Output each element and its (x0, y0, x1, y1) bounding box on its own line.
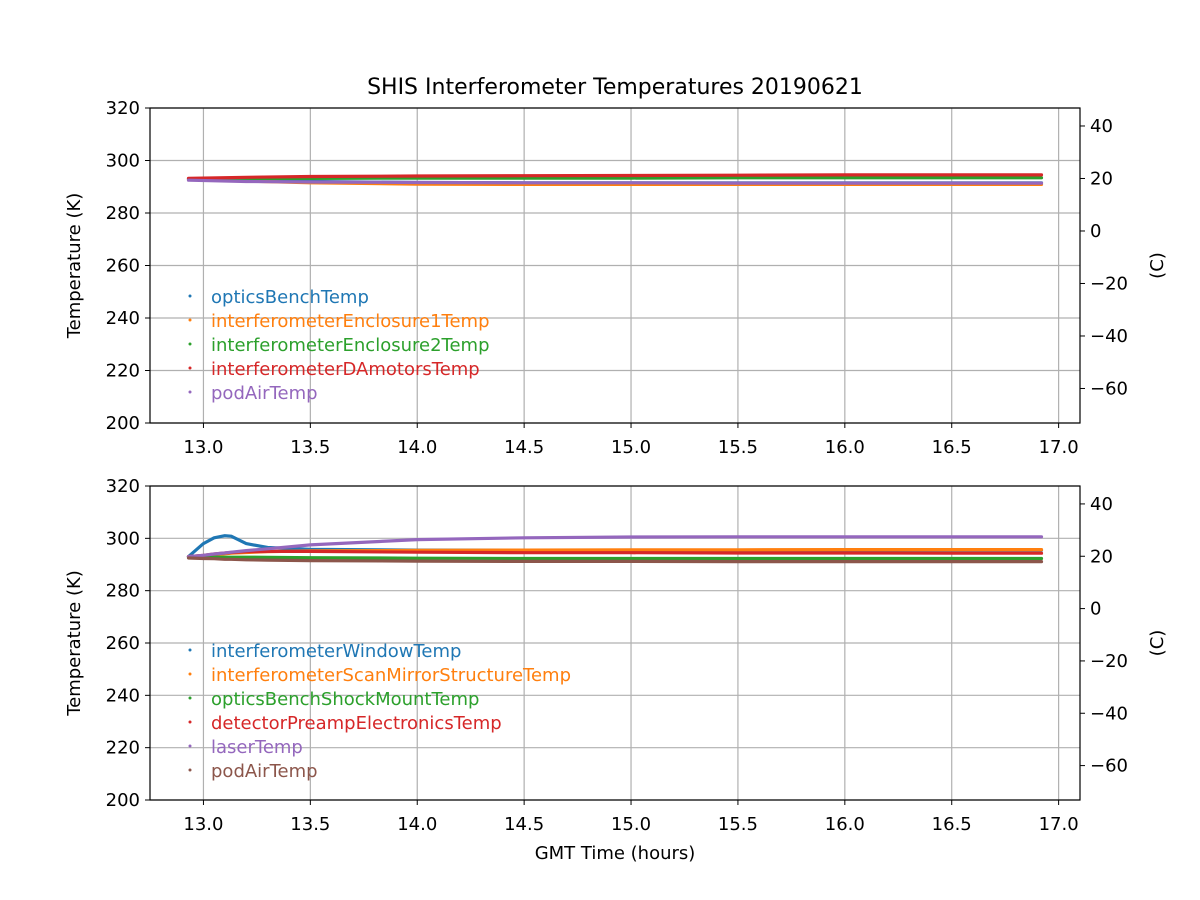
top-y2-tick-label: −60 (1090, 378, 1128, 399)
legend-label: interferometerEnclosure1Temp (211, 311, 490, 332)
legend-label: podAirTemp (211, 761, 318, 782)
series-line-laserTemp (186, 535, 1044, 559)
legend-marker (188, 672, 192, 676)
bottom-y-tick-label: 260 (106, 633, 140, 654)
bottom-y2-tick-label: 0 (1090, 599, 1101, 620)
chart-title: SHIS Interferometer Temperatures 2019062… (367, 75, 863, 100)
top-y2-tick-label: 40 (1090, 116, 1113, 137)
series-line-opticsBenchShockMountTemp (186, 555, 1044, 561)
legend-label: detectorPreampElectronicsTemp (211, 713, 502, 734)
bottom-y-ticks: 200 220 240 260 280 300 320 (106, 476, 150, 811)
legend-marker (188, 366, 192, 370)
top-y-tick-label: 260 (106, 256, 140, 277)
top-y2-tick-label: −40 (1090, 326, 1128, 347)
legend-marker (188, 768, 192, 772)
legend-marker (188, 390, 192, 394)
top-legend: opticsBenchTemp interferometerEnclosure1T… (188, 287, 490, 404)
x-axis-label: GMT Time (hours) (535, 843, 696, 864)
bottom-y-axis-label: Temperature (K) (64, 570, 85, 717)
bottom-x-ticks: 13.0 13.5 14.0 14.5 15.0 15.5 16.0 16.5 17.0 (183, 800, 1079, 835)
top-x-tick-label: 13.5 (290, 437, 330, 458)
series-line-podAirTemp (186, 178, 1044, 185)
top-x-tick-label: 13.0 (183, 437, 223, 458)
bottom-y2-ticks: −60 −40 −20 0 20 40 (1080, 494, 1128, 777)
top-y-tick-label: 200 (106, 413, 140, 434)
top-x-tick-label: 15.0 (611, 437, 651, 458)
legend-label: opticsBenchTemp (211, 287, 369, 308)
top-y2-tick-label: 0 (1090, 221, 1101, 242)
top-y2-tick-label: 20 (1090, 168, 1113, 189)
series-line-interferometerDAmotorsTemp (186, 173, 1044, 180)
bottom-y2-tick-label: 20 (1090, 546, 1113, 567)
bottom-x-tick-label: 13.0 (183, 814, 223, 835)
bottom-series-lines (186, 534, 1044, 564)
top-y-tick-label: 240 (106, 308, 140, 329)
bottom-y-tick-label: 220 (106, 738, 140, 759)
top-x-ticks: 13.0 13.5 14.0 14.5 15.0 15.5 16.0 16.5 17.0 (183, 423, 1079, 458)
top-x-tick-label: 16.5 (932, 437, 972, 458)
bottom-x-tick-label: 17.0 (1039, 814, 1079, 835)
top-y-axis-label: Temperature (K) (64, 193, 85, 340)
legend-marker (188, 294, 192, 298)
legend-label: opticsBenchShockMountTemp (211, 689, 479, 710)
top-x-tick-label: 14.0 (397, 437, 437, 458)
top-x-tick-label: 17.0 (1039, 437, 1079, 458)
legend-label: interferometerDAmotorsTemp (211, 359, 480, 380)
bottom-y2-tick-label: −20 (1090, 651, 1128, 672)
bottom-y-tick-label: 280 (106, 581, 140, 602)
bottom-y-tick-label: 200 (106, 790, 140, 811)
bottom-y2-tick-label: −60 (1090, 756, 1128, 777)
bottom-x-tick-label: 15.5 (718, 814, 758, 835)
series-line-detectorPreampElectronicsTemp (186, 549, 1044, 559)
bottom-legend: interferometerWindowTemp interferometerSc… (188, 641, 571, 782)
bottom-x-tick-label: 14.5 (504, 814, 544, 835)
bottom-x-tick-label: 15.0 (611, 814, 651, 835)
legend-label: laserTemp (211, 737, 303, 758)
legend-marker (188, 342, 192, 346)
bottom-x-tick-label: 16.0 (825, 814, 865, 835)
bottom-x-tick-label: 14.0 (397, 814, 437, 835)
legend-marker (188, 648, 192, 652)
legend-marker (188, 720, 192, 724)
top-x-tick-label: 15.5 (718, 437, 758, 458)
bottom-y2-tick-label: −40 (1090, 703, 1128, 724)
legend-label: interferometerWindowTemp (211, 641, 461, 662)
bottom-plot-panel: 13.0 13.5 14.0 14.5 15.0 15.5 16.0 16.5 17.0 200… (64, 476, 1168, 864)
bottom-x-tick-label: 16.5 (932, 814, 972, 835)
legend-marker (188, 744, 192, 748)
top-plot-panel: SHIS Interferometer Temperatures 2019062… (64, 75, 1168, 458)
top-y-tick-label: 320 (106, 98, 140, 119)
top-y-tick-label: 220 (106, 361, 140, 382)
top-y-tick-label: 280 (106, 203, 140, 224)
legend-marker (188, 318, 192, 322)
bottom-y-tick-label: 240 (106, 685, 140, 706)
top-x-tick-label: 16.0 (825, 437, 865, 458)
bottom-y2-axis-label: (C) (1147, 630, 1168, 657)
top-y2-ticks: −60 −40 −20 0 20 40 (1080, 116, 1128, 399)
top-series-lines (186, 173, 1044, 186)
bottom-y2-tick-label: 40 (1090, 494, 1113, 515)
series-line-podAirTemp (186, 556, 1044, 564)
top-y-ticks: 200 220 240 260 280 300 320 (106, 98, 150, 434)
legend-label: interferometerScanMirrorStructureTemp (211, 665, 571, 686)
bottom-x-tick-label: 13.5 (290, 814, 330, 835)
legend-label: interferometerEnclosure2Temp (211, 335, 490, 356)
top-y-tick-label: 300 (106, 151, 140, 172)
bottom-y-tick-label: 300 (106, 528, 140, 549)
top-y2-tick-label: −20 (1090, 273, 1128, 294)
top-y2-axis-label: (C) (1147, 252, 1168, 279)
legend-label: podAirTemp (211, 383, 318, 404)
legend-marker (188, 696, 192, 700)
top-x-tick-label: 14.5 (504, 437, 544, 458)
bottom-y-tick-label: 320 (106, 476, 140, 497)
